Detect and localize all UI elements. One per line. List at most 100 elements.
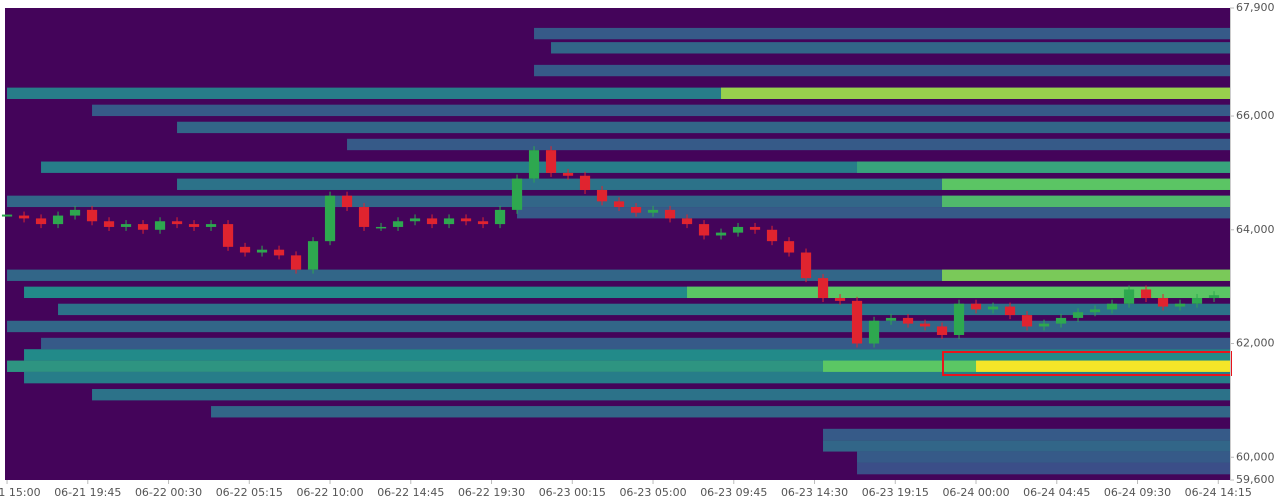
x-tick-label: 06-23 19:15 [862, 486, 929, 499]
candle [732, 226, 744, 233]
candle [698, 224, 710, 236]
candle [885, 317, 897, 321]
candle [511, 178, 523, 210]
candle [953, 303, 965, 335]
candle [783, 241, 795, 253]
candle [630, 207, 642, 213]
candle [715, 232, 727, 236]
candle [307, 241, 319, 270]
candle [1208, 295, 1220, 299]
x-tick-label: 06-22 10:00 [296, 486, 363, 499]
heatmap-band [7, 269, 1231, 281]
heatmap-band [7, 320, 1231, 333]
candle [494, 209, 506, 225]
candle [171, 221, 183, 225]
heatmap-band [211, 406, 1231, 418]
candle [443, 218, 455, 225]
candle [324, 195, 336, 242]
heatmap-band [857, 462, 1230, 475]
candle [817, 278, 829, 299]
y-tick-label: 62,000 [1236, 337, 1275, 350]
candle [273, 249, 285, 256]
candle [120, 224, 132, 227]
y-tick-label: 67,900 [1236, 1, 1275, 14]
heatmap-band [92, 104, 1231, 117]
candle [52, 215, 64, 225]
candle [341, 195, 353, 208]
heatmap-band [177, 121, 1230, 134]
candle [358, 207, 370, 227]
heatmap-band [687, 286, 1230, 299]
heatmap-background [5, 8, 1230, 480]
candle [749, 226, 761, 230]
candle [1174, 303, 1186, 307]
candle [1123, 289, 1135, 304]
candle [613, 201, 625, 208]
candle [1072, 312, 1084, 318]
heatmap-band [551, 42, 1230, 54]
candle [1089, 309, 1101, 313]
x-tick-label: 06-23 09:45 [700, 486, 767, 499]
x-tick-label: 06-22 05:15 [216, 486, 283, 499]
candle [1004, 306, 1016, 316]
heatmap-band [24, 286, 1231, 299]
candle [902, 317, 914, 324]
candle [239, 246, 251, 253]
x-tick-label: 06-24 14:15 [1185, 486, 1252, 499]
x-tick-label: 06-22 19:30 [458, 486, 525, 499]
candle [1021, 315, 1033, 327]
candle [579, 175, 591, 190]
candle [426, 218, 438, 225]
candle [987, 306, 999, 310]
x-tick-label: 06-24 00:00 [942, 486, 1009, 499]
y-tick-label: 66,000 [1236, 109, 1275, 122]
candle [868, 320, 880, 344]
candle [1157, 298, 1169, 307]
candle [1191, 298, 1203, 304]
candle [69, 209, 81, 216]
x-tick-label: 06-23 05:00 [619, 486, 686, 499]
candle [766, 229, 778, 242]
y-tick-label: 59,600 [1236, 473, 1275, 486]
candle [290, 255, 302, 270]
heatmap-band [41, 161, 1230, 173]
candle [562, 172, 574, 176]
heatmap-band [721, 87, 1230, 99]
x-tick-label: 06-22 00:30 [135, 486, 202, 499]
x-tick-label: 06-24 04:45 [1023, 486, 1090, 499]
candle [970, 303, 982, 310]
candle [137, 224, 149, 230]
y-tick-label: 64,000 [1236, 223, 1275, 236]
heatmap-band [7, 360, 1231, 372]
candle [154, 221, 166, 230]
x-tick-label: 06-23 00:15 [539, 486, 606, 499]
candle [936, 326, 948, 335]
heatmap-band [942, 269, 1230, 281]
candle [188, 224, 200, 227]
candle [256, 249, 268, 253]
candle [545, 150, 557, 173]
candle [86, 209, 98, 222]
candle [800, 252, 812, 279]
y-tick-label: 60,000 [1236, 450, 1275, 463]
heatmap-band [24, 371, 1231, 384]
candle [477, 221, 489, 225]
heatmap-band [857, 451, 1230, 463]
candle [681, 218, 693, 225]
heatmap-band [7, 87, 1231, 99]
candle [1038, 323, 1050, 327]
candle [528, 150, 540, 179]
candle [18, 215, 30, 219]
candle [409, 218, 421, 222]
heatmap-band [976, 360, 1230, 372]
x-tick-label: 06-21 19:45 [54, 486, 121, 499]
heatmap-band [517, 207, 1230, 219]
heatmap-band [942, 178, 1230, 190]
heatmap-band [534, 64, 1230, 77]
candle [596, 189, 608, 202]
x-tick-label: 06-21 15:00 [0, 486, 41, 499]
candle [392, 221, 404, 227]
heatmap-band [58, 303, 1230, 316]
heatmap-band [347, 138, 1230, 151]
